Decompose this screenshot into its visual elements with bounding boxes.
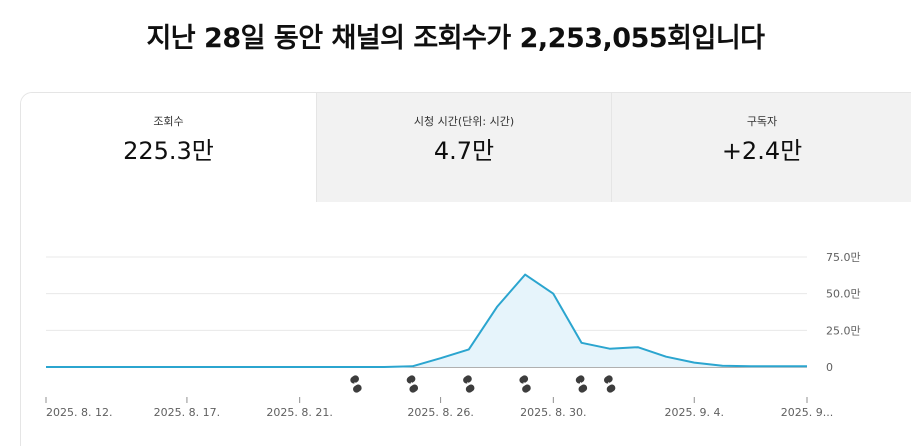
shorts-icon <box>575 375 588 393</box>
y-tick-label: 50.0만 <box>826 288 861 301</box>
x-tick-label: 2025. 8. 17. <box>154 406 220 419</box>
tab-watch-time-value: 4.7만 <box>433 137 495 165</box>
analytics-card: 조회수 225.3만 시청 시간(단위: 시간) 4.7만 구독자 +2.4만 … <box>20 92 911 446</box>
x-tick-label: 2025. 8. 21. <box>266 406 332 419</box>
tab-subscribers-label: 구독자 <box>746 115 778 128</box>
series-line <box>46 273 807 368</box>
tab-watch-time[interactable]: 시청 시간(단위: 시간) 4.7만 <box>316 93 611 202</box>
shorts-icon <box>604 375 616 393</box>
shorts-icon <box>406 375 419 393</box>
y-tick-label: 0 <box>826 361 833 374</box>
tab-watch-time-label: 시청 시간(단위: 시간) <box>413 115 515 128</box>
tab-subscribers[interactable]: 구독자 +2.4만 <box>611 93 911 202</box>
shorts-icon <box>350 375 362 393</box>
shorts-icon <box>519 375 531 393</box>
views-chart[interactable]: 75.0만 50.0만 25.0만 0 2025. 8. 12. 2025. 8. 17.… <box>21 93 911 446</box>
page-headline: 지난 28일 동안 채널의 조회수가 2,253,055회입니다 <box>146 23 765 54</box>
y-tick-label: 25.0만 <box>826 324 861 337</box>
tab-views-label: 조회수 <box>153 115 184 128</box>
x-tick-label: 2025. 8. 12. <box>46 406 112 419</box>
x-tick-label: 2025. 9... <box>781 406 833 419</box>
tab-views[interactable]: 조회수 225.3만 <box>21 93 316 202</box>
metric-tabs: 조회수 225.3만 시청 시간(단위: 시간) 4.7만 구독자 +2.4만 <box>21 93 911 202</box>
x-tick-label: 2025. 9. 4. <box>665 406 724 419</box>
x-tick-label: 2025. 8. 30. <box>520 406 586 419</box>
x-tick-label: 2025. 8. 26. <box>407 406 473 419</box>
shorts-icon <box>463 375 475 393</box>
tab-subscribers-value: +2.4만 <box>721 137 803 165</box>
y-tick-label: 75.0만 <box>826 251 861 264</box>
series-area <box>46 274 807 367</box>
tab-views-value: 225.3만 <box>123 137 214 165</box>
